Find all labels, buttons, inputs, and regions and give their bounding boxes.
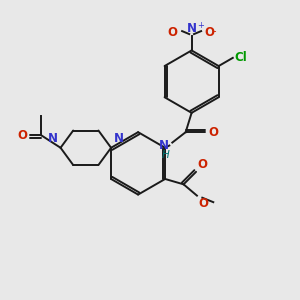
Text: O: O: [168, 26, 178, 39]
Text: O: O: [204, 26, 214, 39]
Text: N: N: [48, 132, 58, 146]
Text: O: O: [17, 129, 27, 142]
Text: N: N: [113, 132, 124, 146]
Text: O: O: [197, 158, 207, 171]
Text: N: N: [159, 139, 169, 152]
Text: N: N: [187, 22, 196, 35]
Text: Cl: Cl: [234, 51, 247, 64]
Text: +: +: [197, 21, 204, 30]
Text: -: -: [212, 26, 216, 36]
Text: O: O: [208, 126, 218, 139]
Text: H: H: [162, 150, 169, 160]
Text: O: O: [198, 197, 208, 210]
